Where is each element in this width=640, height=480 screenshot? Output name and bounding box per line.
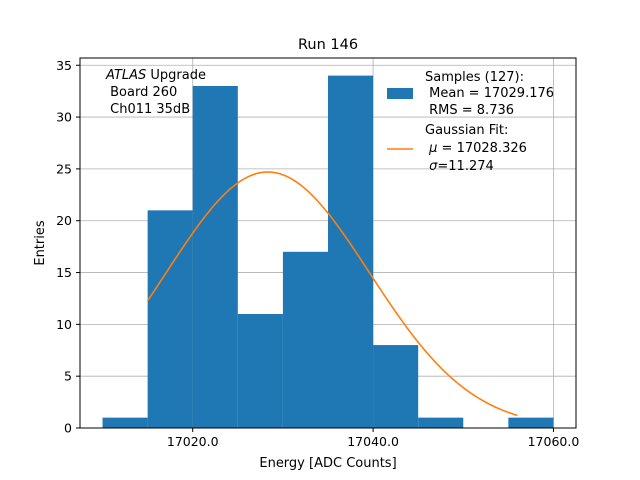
histogram-bar bbox=[237, 313, 283, 428]
legend-fit-mu: μ = 17028.326 bbox=[425, 141, 527, 156]
y-tick-label: 15 bbox=[56, 265, 72, 280]
histogram-bar bbox=[508, 417, 554, 428]
annotation-channel: Ch011 35dB bbox=[106, 102, 190, 117]
x-tick-label: 17040.0 bbox=[347, 434, 399, 449]
legend-samples-mean: Mean = 17029.176 bbox=[425, 86, 554, 101]
legend-fit-sigma: σ=11.274 bbox=[425, 159, 494, 174]
histogram-bars bbox=[102, 75, 554, 429]
y-tick-label: 25 bbox=[56, 161, 72, 176]
legend-sigma-value: =11.274 bbox=[437, 159, 493, 174]
x-tick-label: 17020.0 bbox=[167, 434, 219, 449]
y-tick-label: 30 bbox=[56, 110, 72, 125]
legend-samples-title: Samples (127): bbox=[425, 70, 524, 85]
gaussian-fit-curve bbox=[146, 171, 518, 417]
y-tick-label: 10 bbox=[56, 317, 72, 332]
y-axis-ticks: 0 5 10 15 20 25 30 35 bbox=[56, 58, 80, 436]
y-tick-label: 20 bbox=[56, 213, 72, 228]
x-axis-label: Energy [ADC Counts] bbox=[259, 456, 396, 471]
x-tick-label: 17060.0 bbox=[528, 434, 580, 449]
legend-mu-value: = 17028.326 bbox=[437, 141, 526, 156]
histogram-bar bbox=[328, 75, 374, 428]
annotation-experiment: ATLAS bbox=[105, 68, 146, 83]
y-tick-label: 0 bbox=[64, 421, 72, 436]
legend-samples-swatch bbox=[387, 88, 413, 99]
y-tick-label: 5 bbox=[64, 369, 72, 384]
x-axis-ticks: 17020.0 17040.0 17060.0 bbox=[167, 428, 579, 449]
annotation-line-1: ATLAS Upgrade bbox=[105, 68, 206, 83]
annotation-experiment-suffix: Upgrade bbox=[146, 68, 206, 83]
histogram-bar bbox=[147, 210, 193, 428]
histogram-bar bbox=[282, 251, 328, 428]
legend-fit-title: Gaussian Fit: bbox=[425, 123, 508, 138]
legend-mu-symbol: μ bbox=[428, 141, 437, 156]
legend-sigma-symbol: σ bbox=[429, 159, 438, 174]
y-tick-label: 35 bbox=[56, 58, 72, 73]
annotation-board: Board 260 bbox=[106, 85, 177, 100]
histogram-bar bbox=[373, 345, 419, 428]
plot-frame bbox=[79, 57, 577, 429]
histogram-bar bbox=[102, 417, 148, 428]
histogram-bar bbox=[418, 417, 464, 428]
legend: Samples (127): Mean = 17029.176 RMS = 8.… bbox=[387, 70, 554, 174]
info-annotation: ATLAS Upgrade Board 260 Ch011 35dB bbox=[105, 68, 206, 117]
chart-title: Run 146 bbox=[298, 37, 358, 53]
histogram-bar bbox=[192, 85, 238, 429]
gaussian-fit-layer bbox=[146, 171, 518, 417]
y-axis-label: Entries bbox=[33, 220, 48, 266]
legend-samples-rms: RMS = 8.736 bbox=[425, 103, 514, 118]
